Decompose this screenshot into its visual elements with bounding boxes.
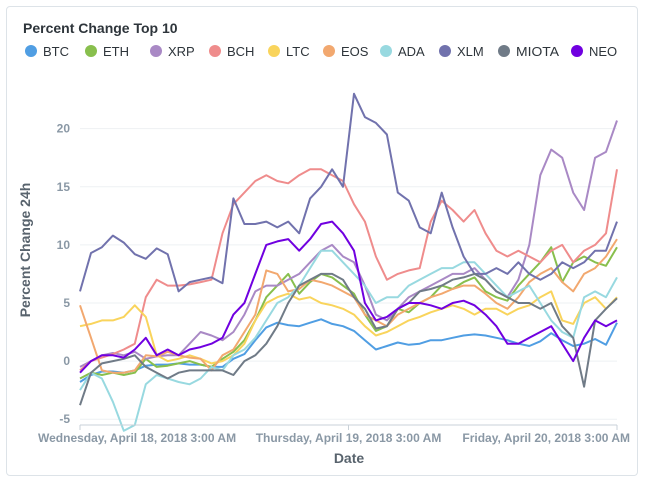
x-axis: Wednesday, April 18, 2018 3:00 AM Thursda… [38, 424, 630, 445]
series-line-neo[interactable] [79, 220, 618, 374]
legend-swatch [498, 45, 510, 57]
series-line-xrp[interactable] [79, 120, 618, 368]
y-tick-label: 20 [57, 122, 71, 136]
legend: BTC ETH XRP BCH LTC EOS ADA XLM MIOTA NEO [25, 44, 617, 59]
legend-item-eos[interactable]: EOS [323, 44, 369, 59]
legend-label: ADA [398, 44, 425, 59]
x-tick-label: Wednesday, April 18, 2018 3:00 AM [38, 431, 236, 445]
legend-item-xrp[interactable]: XRP [150, 44, 195, 59]
series-line-bch[interactable] [79, 168, 618, 372]
series-line-miota[interactable] [79, 272, 618, 406]
y-tick-label: 5 [63, 296, 70, 310]
legend-label: BCH [227, 44, 254, 59]
x-tick-label: Friday, April 20, 2018 3:00 AM [462, 431, 630, 445]
x-tick-label: Thursday, April 19, 2018 3:00 AM [256, 431, 442, 445]
legend-swatch [209, 45, 221, 57]
legend-label: MIOTA [516, 44, 559, 59]
legend-item-xlm[interactable]: XLM [439, 44, 484, 59]
legend-item-btc[interactable]: BTC [25, 44, 69, 59]
legend-label: EOS [341, 44, 369, 59]
legend-label: ETH [103, 44, 129, 59]
legend-label: NEO [589, 44, 617, 59]
legend-label: XLM [457, 44, 484, 59]
legend-swatch [268, 45, 280, 57]
series-line-btc[interactable] [79, 318, 618, 383]
y-tick-labels: -5 0 5 10 15 20 [57, 122, 71, 427]
y-tick-label: 15 [57, 180, 71, 194]
legend-swatch [85, 45, 97, 57]
legend-item-neo[interactable]: NEO [571, 44, 617, 59]
legend-swatch [380, 45, 392, 57]
legend-swatch [25, 45, 37, 57]
legend-item-eth[interactable]: ETH [85, 44, 129, 59]
legend-swatch [439, 45, 451, 57]
y-tick-label: 0 [63, 354, 70, 368]
legend-swatch [571, 45, 583, 57]
legend-label: XRP [168, 44, 195, 59]
y-tick-label: -5 [59, 412, 70, 426]
series-lines [79, 92, 618, 432]
series-line-xlm[interactable] [79, 92, 618, 293]
y-tick-label: 10 [57, 238, 71, 252]
legend-item-ada[interactable]: ADA [380, 44, 425, 59]
legend-label: BTC [43, 44, 69, 59]
legend-swatch [323, 45, 335, 57]
legend-label: LTC [286, 44, 310, 59]
chart-title: Percent Change Top 10 [23, 20, 178, 36]
series-line-eos[interactable] [79, 238, 618, 374]
series-line-ltc[interactable] [79, 290, 618, 365]
legend-item-bch[interactable]: BCH [209, 44, 254, 59]
legend-swatch [150, 45, 162, 57]
series-line-ada[interactable] [79, 249, 618, 432]
x-axis-title: Date [334, 450, 365, 466]
y-axis-title: Percent Change 24h [17, 183, 33, 318]
legend-item-ltc[interactable]: LTC [268, 44, 310, 59]
legend-item-miota[interactable]: MIOTA [498, 44, 559, 59]
